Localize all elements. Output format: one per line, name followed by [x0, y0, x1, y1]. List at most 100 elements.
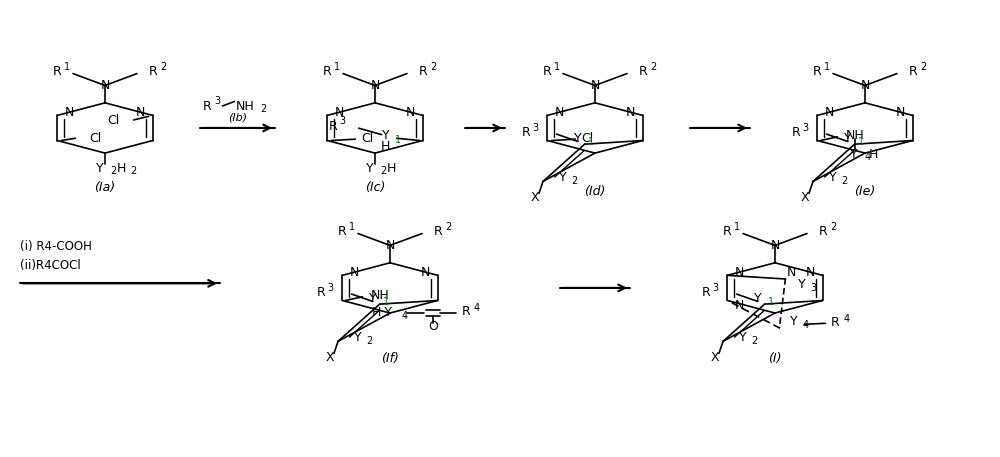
Text: (I): (I) [768, 352, 782, 365]
Text: 2: 2 [571, 176, 577, 186]
Text: 4: 4 [802, 320, 808, 330]
Text: 2: 2 [380, 166, 386, 176]
Text: (Ia): (Ia) [94, 181, 116, 194]
Text: Y: Y [559, 171, 567, 184]
Text: 4: 4 [473, 303, 479, 313]
Text: 2: 2 [430, 62, 436, 72]
Text: 1: 1 [734, 222, 740, 232]
Text: N: N [770, 239, 780, 252]
Text: Y: Y [366, 162, 374, 175]
Text: R: R [909, 65, 917, 78]
Text: Cl: Cl [361, 132, 373, 145]
Text: 3: 3 [340, 117, 346, 126]
Text: 1: 1 [858, 137, 864, 147]
Text: Y: Y [850, 148, 857, 161]
Text: 4: 4 [843, 314, 849, 324]
Text: 2: 2 [920, 62, 926, 72]
Text: N: N [825, 106, 834, 119]
Text: (i) R4-COOH: (i) R4-COOH [20, 240, 92, 253]
Text: N: N [65, 106, 74, 119]
Text: 1: 1 [349, 222, 355, 232]
Text: R: R [149, 65, 157, 78]
Text: R: R [639, 65, 647, 78]
Text: Y: Y [96, 162, 104, 175]
Text: X: X [326, 351, 334, 364]
Text: 2: 2 [445, 222, 451, 232]
Text: 3: 3 [533, 123, 539, 133]
Text: 1: 1 [554, 62, 560, 72]
Text: R: R [819, 225, 827, 238]
Text: R: R [701, 286, 710, 299]
Text: (Ic): (Ic) [365, 181, 385, 194]
Text: 2: 2 [110, 166, 116, 176]
Text: N: N [406, 106, 415, 119]
Text: Y: Y [790, 315, 797, 328]
Text: N: N [100, 79, 110, 92]
Text: N: N [590, 79, 600, 92]
Text: Y: Y [574, 132, 581, 145]
Text: H·Y: H·Y [372, 306, 393, 319]
Text: 1: 1 [383, 297, 389, 307]
Text: Cl: Cl [108, 114, 120, 128]
Text: 2: 2 [841, 176, 847, 186]
Text: 2: 2 [830, 222, 836, 232]
Text: 3: 3 [810, 283, 816, 293]
Text: X: X [801, 191, 809, 204]
Text: R: R [813, 65, 821, 78]
Text: 2: 2 [130, 166, 136, 176]
Text: 2: 2 [751, 336, 757, 346]
Text: R: R [328, 120, 337, 133]
Text: Y: Y [739, 331, 747, 344]
Text: Y: Y [798, 278, 805, 291]
Text: N: N [421, 266, 430, 279]
Text: Y: Y [844, 132, 851, 145]
Text: Y: Y [382, 129, 389, 143]
Text: H: H [386, 162, 396, 175]
Text: 4: 4 [401, 311, 407, 321]
Text: H: H [116, 162, 126, 175]
Text: 3: 3 [803, 123, 809, 133]
Text: R: R [791, 126, 800, 139]
Text: R: R [462, 305, 471, 319]
Text: R: R [323, 65, 331, 78]
Text: (Id): (Id) [584, 186, 606, 198]
Text: R: R [203, 100, 212, 112]
Text: (Ib): (Ib) [228, 113, 247, 123]
Text: NH: NH [236, 100, 255, 112]
Text: 3: 3 [328, 283, 334, 292]
Text: NH: NH [371, 289, 390, 302]
Text: R: R [434, 225, 442, 238]
Text: R: R [419, 65, 427, 78]
Text: N: N [787, 266, 796, 279]
Text: 3: 3 [214, 96, 221, 106]
Text: R: R [831, 316, 840, 329]
Text: X: X [531, 191, 539, 204]
Text: H: H [869, 148, 878, 161]
Text: 4: 4 [864, 153, 870, 162]
Text: 1: 1 [588, 137, 594, 147]
Text: Cl: Cl [581, 132, 593, 145]
Text: Y: Y [754, 292, 761, 305]
Text: X: X [711, 351, 719, 364]
Text: H: H [381, 139, 390, 153]
Text: N: N [370, 79, 380, 92]
Text: (If): (If) [381, 352, 399, 365]
Text: R: R [53, 65, 61, 78]
Text: N: N [555, 106, 564, 119]
Text: R: R [521, 126, 530, 139]
Text: 2: 2 [650, 62, 656, 72]
Text: O: O [428, 320, 438, 333]
Text: (ii)R4COCl: (ii)R4COCl [20, 259, 81, 271]
Text: 1: 1 [334, 62, 340, 72]
Text: N: N [385, 239, 395, 252]
Text: Y: Y [829, 171, 837, 184]
Text: Cl: Cl [89, 132, 101, 145]
Text: 3: 3 [713, 283, 719, 292]
Text: R: R [316, 286, 325, 299]
Text: R: R [543, 65, 551, 78]
Text: N: N [806, 266, 815, 279]
Text: (Ie): (Ie) [854, 186, 876, 198]
Text: 1: 1 [395, 135, 401, 144]
Text: N: N [735, 298, 744, 312]
Text: Y: Y [354, 331, 362, 344]
